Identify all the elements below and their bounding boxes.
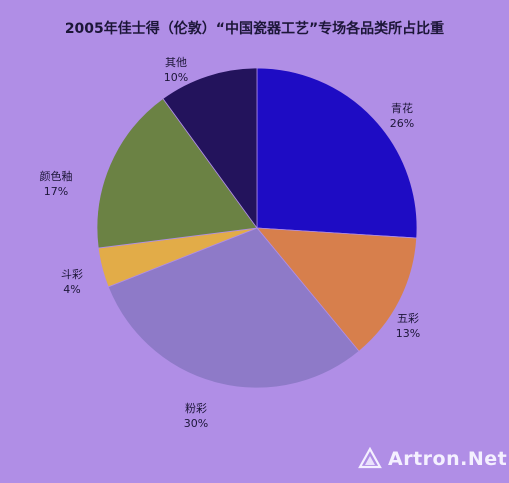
pie-slice-1 bbox=[256, 67, 418, 239]
slice-name-label: 斗彩 bbox=[61, 268, 83, 281]
slice-value-label: 4% bbox=[63, 283, 80, 296]
watermark-text: Artron.Net bbox=[388, 448, 508, 470]
slice-name-label: 五彩 bbox=[397, 312, 419, 325]
slice-name-label: 颜色釉 bbox=[40, 169, 73, 183]
slice-name-label: 青花 bbox=[391, 102, 413, 115]
artron-logo-icon bbox=[358, 447, 382, 469]
slice-name-label: 其他 bbox=[165, 56, 187, 69]
slice-value-label: 26% bbox=[390, 117, 414, 130]
slice-value-label: 13% bbox=[396, 327, 420, 340]
pie-slice-3 bbox=[107, 227, 360, 389]
pie-slice-2 bbox=[256, 227, 418, 352]
slice-value-label: 10% bbox=[164, 71, 188, 84]
pie-slice-5 bbox=[96, 98, 258, 249]
watermark: Artron.Net bbox=[358, 446, 507, 472]
chart-title: 2005年佳士得（伦敦）“中国瓷器工艺”专场各品类所占比重 bbox=[64, 21, 445, 37]
pie-slice-6 bbox=[162, 67, 258, 230]
slice-name-label: 粉彩 bbox=[185, 402, 207, 415]
slice-value-label: 30% bbox=[184, 417, 208, 430]
slice-value-label: 17% bbox=[44, 185, 68, 198]
